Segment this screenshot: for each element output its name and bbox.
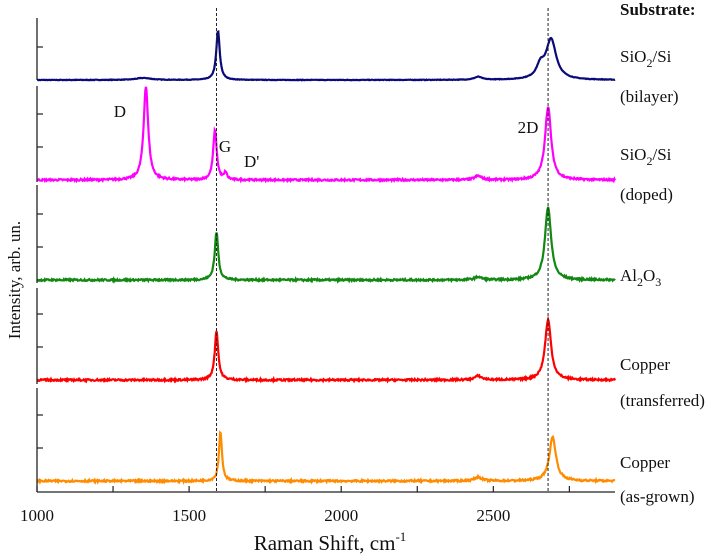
series-label-text: O xyxy=(643,266,655,285)
series-line-0 xyxy=(36,29,616,82)
series-label-0: SiO2/Si xyxy=(620,47,672,70)
legend-title: Substrate: xyxy=(620,0,696,19)
series-label-text: /Si xyxy=(652,145,671,164)
series-line-3 xyxy=(36,315,617,384)
series-label-line2-3: (transferred) xyxy=(620,391,705,410)
series-label-text: Copper xyxy=(620,355,670,374)
peak-label: G xyxy=(219,137,231,156)
series-label-line2-0: (bilayer) xyxy=(620,87,679,106)
series-label-1: SiO2/Si xyxy=(620,145,672,168)
x-tick-label: 2500 xyxy=(476,506,510,525)
peak-label: D xyxy=(114,102,126,121)
series-label-line2-4: (as-grown) xyxy=(620,487,695,506)
peak-label: D' xyxy=(244,152,259,171)
x-tick-label: 1000 xyxy=(20,506,54,525)
y-axis-label: Intensity, arb. un. xyxy=(5,221,24,339)
x-tick-label: 1500 xyxy=(172,506,206,525)
x-axis-label-text: Raman Shift, cm xyxy=(254,531,396,555)
x-axis-label-sup: -1 xyxy=(395,529,406,544)
axes xyxy=(36,8,615,493)
series-label-text: /Si xyxy=(652,47,671,66)
series-label-sub: 3 xyxy=(655,275,661,289)
peak-label: 2D xyxy=(518,118,539,137)
labels: SiO2/Si(bilayer)SiO2/Si(doped)Al2O3Coppe… xyxy=(20,47,705,525)
x-axis-label: Raman Shift, cm-1 xyxy=(254,529,407,555)
series-line-1 xyxy=(36,86,616,184)
series-label-text: Copper xyxy=(620,453,670,472)
series-curves xyxy=(36,29,617,486)
series-label-text: SiO xyxy=(620,47,646,66)
x-tick-label: 2000 xyxy=(324,506,358,525)
series-label-2: Al2O3 xyxy=(620,266,661,289)
series-line-4 xyxy=(36,430,616,486)
series-label-text: SiO xyxy=(620,145,646,164)
series-label-4: Copper xyxy=(620,453,670,472)
series-label-sub: 2 xyxy=(646,56,652,70)
series-label-3: Copper xyxy=(620,355,670,374)
series-label-sub: 2 xyxy=(637,275,643,289)
series-label-text: Al xyxy=(620,266,637,285)
series-line-2 xyxy=(36,206,616,284)
series-label-line2-1: (doped) xyxy=(620,185,673,204)
series-label-sub: 2 xyxy=(646,154,652,168)
